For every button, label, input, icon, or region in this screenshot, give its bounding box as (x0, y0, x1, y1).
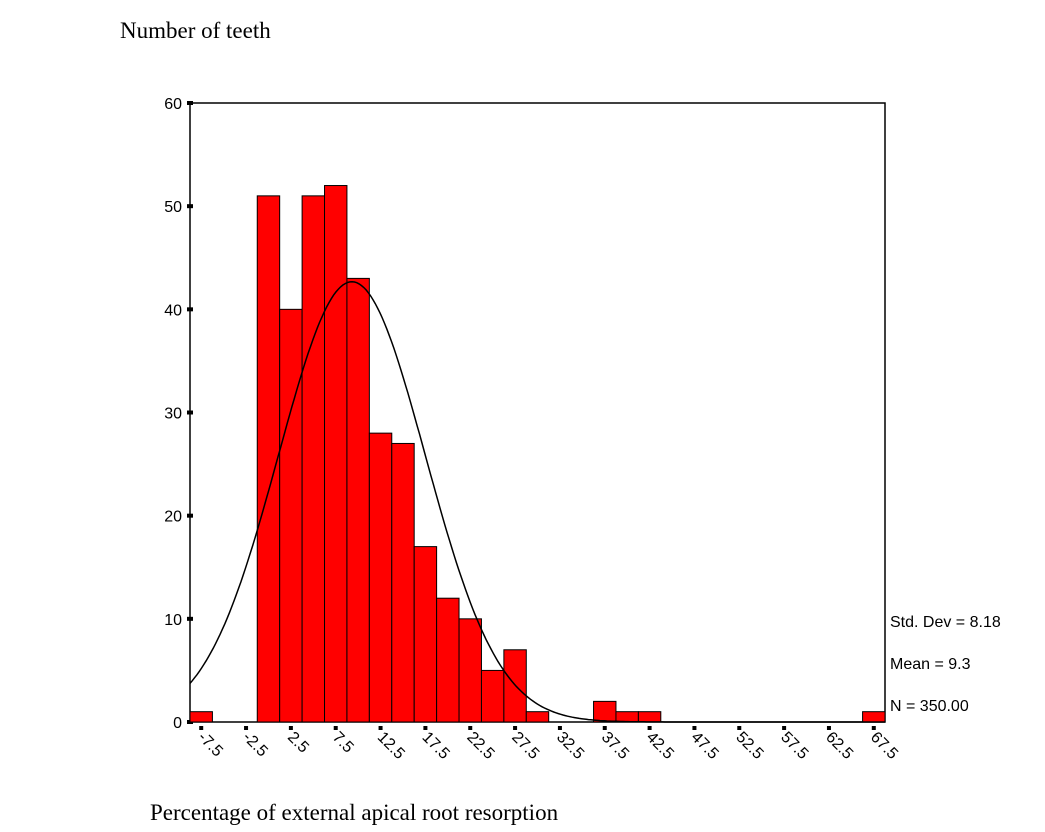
x-tick-label: 27.5 (508, 729, 542, 763)
y-tick (187, 411, 193, 415)
x-tick-label: 7.5 (329, 729, 357, 757)
x-tick-label: 67.5 (867, 729, 901, 763)
bar (414, 547, 436, 722)
bar (594, 701, 616, 722)
x-tick (423, 726, 427, 730)
y-tick-label: 20 (164, 509, 182, 526)
x-tick (244, 726, 248, 730)
stat-label: Std. Dev = 8.18 (890, 614, 1001, 631)
x-tick (827, 726, 831, 730)
bar (392, 443, 414, 722)
bar (638, 712, 660, 722)
x-tick-label: 37.5 (598, 729, 632, 763)
x-tick (737, 726, 741, 730)
bar (190, 712, 212, 722)
x-tick-label: 42.5 (643, 729, 677, 763)
y-tick-label: 60 (164, 96, 182, 113)
y-tick-label: 40 (164, 302, 182, 319)
bar (325, 186, 347, 722)
bar (257, 196, 279, 722)
bar (616, 712, 638, 722)
x-tick (558, 726, 562, 730)
y-tick-label: 30 (164, 406, 182, 423)
x-tick (603, 726, 607, 730)
bar (863, 712, 885, 722)
x-tick-label: 32.5 (553, 729, 587, 763)
x-tick-label: 47.5 (688, 729, 722, 763)
x-tick (199, 726, 203, 730)
x-tick (289, 726, 293, 730)
x-tick-label: 22.5 (463, 729, 497, 763)
y-tick-label: 0 (173, 715, 182, 732)
x-tick-label: 62.5 (822, 729, 856, 763)
y-tick-label: 50 (164, 199, 182, 216)
x-tick (648, 726, 652, 730)
x-tick (782, 726, 786, 730)
x-tick (513, 726, 517, 730)
y-tick-label: 10 (164, 612, 182, 629)
chart: Number of teeth Percentage of external a… (0, 0, 1045, 832)
bar (459, 619, 481, 722)
bar (369, 433, 391, 722)
y-axis-title: Number of teeth (120, 18, 271, 43)
x-tick-label: -2.5 (239, 729, 271, 761)
x-tick-label: 57.5 (777, 729, 811, 763)
x-tick (379, 726, 383, 730)
y-tick (187, 101, 193, 105)
x-tick-label: 52.5 (732, 729, 766, 763)
x-axis-title: Percentage of external apical root resor… (150, 800, 559, 825)
y-tick (187, 514, 193, 518)
x-tick-label: 17.5 (419, 729, 453, 763)
bar (526, 712, 548, 722)
y-tick (187, 307, 193, 311)
stat-label: N = 350.00 (890, 698, 969, 715)
y-tick (187, 617, 193, 621)
x-tick (334, 726, 338, 730)
x-tick (692, 726, 696, 730)
x-tick-label: 12.5 (374, 729, 408, 763)
bar (302, 196, 324, 722)
stat-label: Mean = 9.3 (890, 656, 971, 673)
bar (481, 670, 503, 722)
x-tick-label: 2.5 (284, 729, 312, 757)
x-tick-label: -7.5 (194, 729, 226, 761)
bar (437, 598, 459, 722)
x-tick (872, 726, 876, 730)
y-tick (187, 204, 193, 208)
bar (280, 309, 302, 722)
page: {"chart_data": {"type": "histogram", "yl… (0, 0, 1045, 832)
x-tick (468, 726, 472, 730)
bar (347, 278, 369, 722)
